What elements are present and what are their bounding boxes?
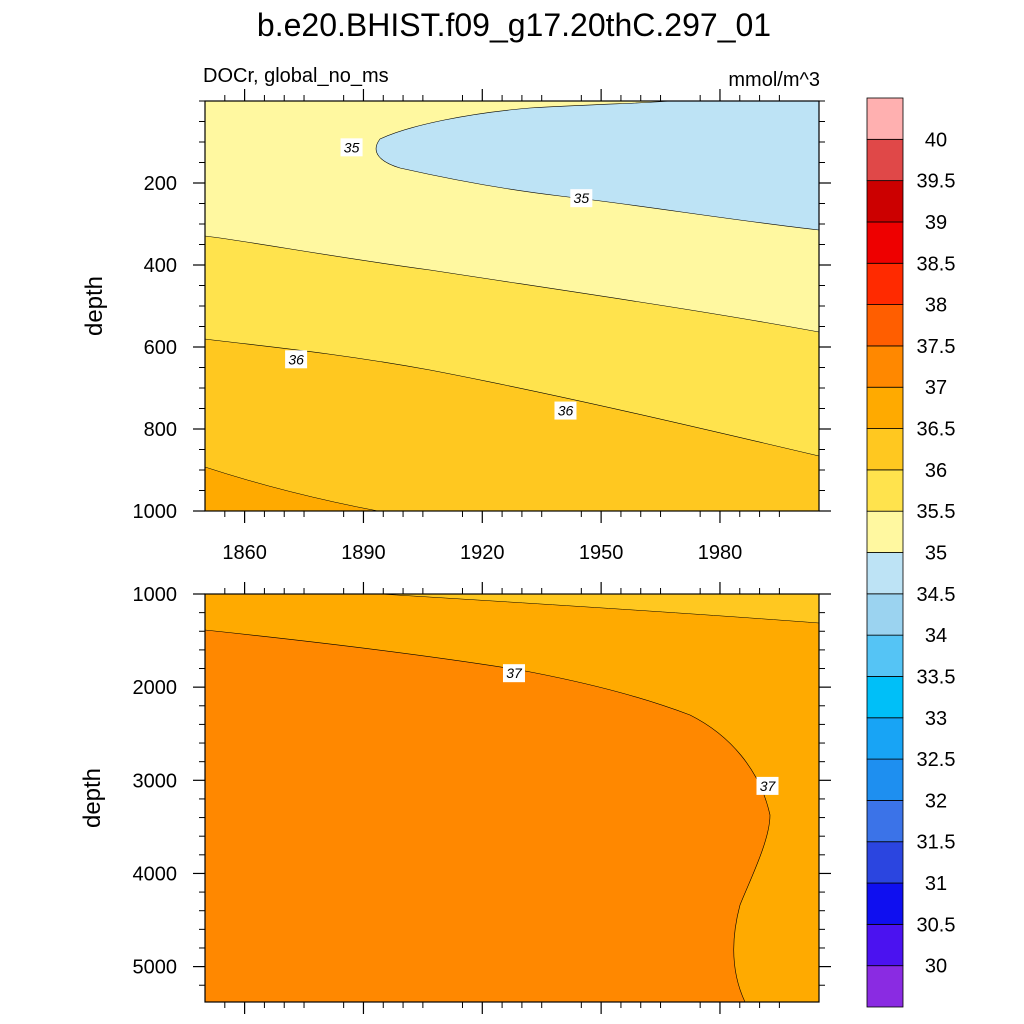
- colorbar-tick-label: 39: [925, 212, 947, 234]
- colorbar-tick-label: 37.5: [917, 336, 956, 358]
- colorbar-tick-label: 36: [925, 460, 947, 482]
- bottom-y-tick-label: 2000: [133, 677, 178, 699]
- contour-label-text: 36: [288, 351, 304, 367]
- contour-label: 35: [570, 189, 593, 208]
- top-panel-y-axis-label: depth: [81, 276, 108, 336]
- contour-label-bg: [756, 776, 779, 795]
- bottom-y-tick-label: 4000: [133, 863, 178, 885]
- top-x-tick-label: 1860: [222, 542, 267, 564]
- colorbar-tick-label: 31.5: [917, 832, 956, 854]
- colorbar-box: [866, 304, 904, 347]
- colorbar-box: [866, 138, 904, 182]
- colorbar-tick-label: 39.5: [917, 171, 956, 193]
- colorbar-tick-label: 30.5: [917, 914, 956, 936]
- contour-label-text: 36: [558, 403, 574, 419]
- contour-label-bg: [285, 350, 308, 369]
- colorbar-box: [866, 841, 904, 884]
- contour-label-bg: [554, 401, 577, 420]
- top-x-tick-label: 1950: [579, 542, 624, 564]
- top-y-tick-label: 400: [144, 255, 177, 277]
- colorbar-box: [866, 345, 904, 388]
- bottom-panel-ticks: 1000 2000 3000 4000 5000: [133, 582, 831, 1014]
- colorbar-tick-label: 33: [925, 708, 947, 730]
- contour-label: 35: [340, 138, 363, 157]
- contour-label-text: 37: [760, 778, 777, 794]
- bottom-y-tick-label: 5000: [133, 957, 178, 979]
- contour-label: 37: [502, 664, 525, 683]
- top-panel-ticks: 1860 1890 1920 1950 1980 200 400 600 800 1000: [133, 89, 831, 564]
- colorbar-tick-label: 34: [925, 625, 947, 647]
- colorbar-box: [866, 386, 904, 429]
- colorbar-tick-label: 30: [925, 956, 947, 978]
- colorbar-tick-label: 37: [925, 377, 947, 399]
- top-y-tick-label: 200: [144, 173, 177, 195]
- colorbar-box: [866, 965, 904, 1008]
- top-x-tick-label: 1980: [698, 542, 743, 564]
- colorbar-box: [866, 97, 904, 140]
- colorbar: 30 30.5 31 31.5 32 32.5 33 33.5 34 34.5 35 35.5 36 36…: [866, 97, 956, 1008]
- colorbar-tick-label: 33.5: [917, 666, 956, 688]
- contour-label-bg: [340, 138, 363, 157]
- contour-label: 37: [756, 776, 779, 795]
- contour-label-text: 37: [506, 665, 523, 681]
- bottom-panel-fills: [204, 593, 820, 1003]
- colorbar-tick-label: 38: [925, 295, 947, 317]
- colorbar-tick-label: 31: [925, 873, 947, 895]
- colorbar-box: [866, 923, 904, 967]
- contour-label-text: 35: [344, 139, 360, 155]
- colorbar-tick-label: 32.5: [917, 749, 956, 771]
- colorbar-box: [866, 593, 904, 636]
- bottom-panel-frame: [204, 593, 820, 1003]
- colorbar-box: [866, 882, 904, 925]
- colorbar-tick-label: 35: [925, 543, 947, 565]
- top-y-tick-label: 600: [144, 337, 177, 359]
- colorbar-box: [866, 717, 904, 760]
- contour-label-bg: [570, 189, 593, 208]
- colorbar-box: [866, 758, 904, 801]
- band-37-37.5: [204, 629, 771, 1003]
- colorbar-box: [866, 634, 904, 677]
- contour-label-bg: [502, 664, 525, 683]
- colorbar-box: [866, 676, 904, 719]
- colorbar-box: [866, 800, 904, 843]
- contour-label: 36: [554, 401, 577, 420]
- variable-label: DOCr, global_no_ms: [203, 65, 389, 87]
- band-34.5-35: [375, 100, 820, 231]
- bottom-panel-contour-labels: 37 37: [502, 664, 779, 795]
- bottom-panel: 1000 2000 3000 4000 5000 37 37 depth: [79, 582, 831, 1014]
- contour-label: 36: [285, 350, 308, 369]
- colorbar-tick-label: 38.5: [917, 253, 956, 275]
- chart-title: b.e20.BHIST.f09_g17.20thC.297_01: [257, 7, 771, 43]
- colorbar-tick-label: 34.5: [917, 584, 956, 606]
- bottom-y-tick-label: 1000: [133, 584, 178, 606]
- colorbar-tick-label: 36.5: [917, 419, 956, 441]
- contour-label-text: 35: [574, 190, 590, 206]
- colorbar-box: [866, 221, 904, 264]
- top-x-tick-label: 1890: [341, 542, 386, 564]
- colorbar-box: [866, 262, 904, 305]
- colorbar-box: [866, 469, 904, 512]
- units-label: mmol/m^3: [728, 69, 820, 91]
- top-x-tick-label: 1920: [460, 542, 505, 564]
- colorbar-box: [866, 180, 904, 223]
- colorbar-box: [866, 552, 904, 595]
- top-panel-contour-labels: 35 35 36 36: [285, 138, 593, 420]
- colorbar-box: [866, 510, 904, 553]
- colorbar-box: [866, 428, 904, 471]
- colorbar-tick-label: 40: [925, 129, 947, 151]
- top-y-tick-label: 800: [144, 419, 177, 441]
- top-y-tick-label: 1000: [133, 501, 178, 523]
- colorbar-tick-label: 32: [925, 790, 947, 812]
- top-panel-fills: [204, 100, 820, 512]
- bottom-panel-y-axis-label: depth: [79, 768, 106, 828]
- colorbar-tick-label: 35.5: [917, 501, 956, 523]
- bottom-y-tick-label: 3000: [133, 770, 178, 792]
